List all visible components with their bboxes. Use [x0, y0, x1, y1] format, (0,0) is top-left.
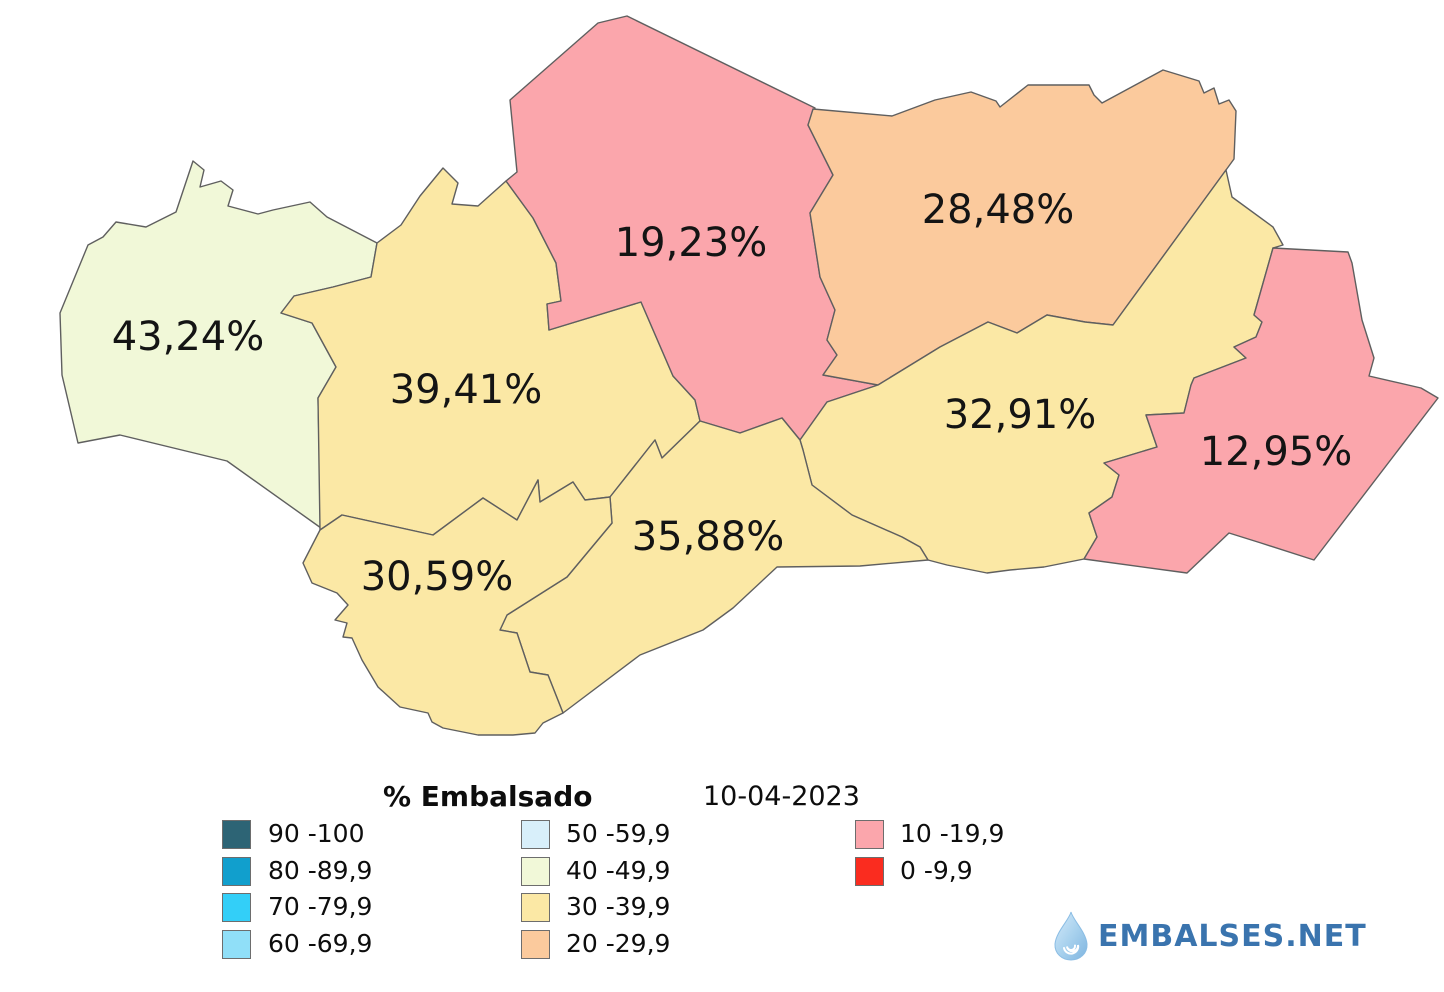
region-label-granada: 32,91% [944, 392, 1097, 438]
legend-range-label: 40 -49,9 [566, 856, 671, 885]
region-label-cordoba: 19,23% [615, 220, 768, 266]
region-label-malaga: 35,88% [632, 514, 785, 560]
legend-range-label: 90 -100 [268, 819, 365, 848]
legend-range-label: 20 -29,9 [566, 929, 671, 958]
legend-swatch [222, 819, 251, 849]
legend-title: % Embalsado [383, 780, 593, 813]
legend-swatch [521, 929, 550, 959]
region-cadiz[interactable] [302, 479, 613, 736]
region-label-sevilla: 39,41% [390, 367, 543, 413]
legend-row: 20 -29,9 [521, 929, 670, 959]
legend-range-label: 0 -9,9 [900, 856, 973, 885]
legend-swatch [521, 819, 550, 849]
legend-row: 90 -100 [222, 819, 365, 849]
legend-swatch [222, 892, 251, 922]
water-drop-icon [1054, 911, 1088, 961]
region-label-almeria: 12,95% [1200, 429, 1353, 475]
legend-range-label: 80 -89,9 [268, 856, 373, 885]
region-label-cadiz: 30,59% [361, 554, 514, 600]
region-almeria[interactable] [1083, 247, 1439, 574]
andalusia-reservoir-map: 43,24% 39,41% 19,23% 28,48% 32,91% 12,95% 35,8… [59, 15, 1439, 736]
legend-swatch [855, 819, 884, 849]
legend-row: 60 -69,9 [222, 929, 372, 959]
region-jaen[interactable] [807, 69, 1237, 386]
legend-range-label: 10 -19,9 [900, 819, 1005, 848]
legend-date: 10-04-2023 [703, 781, 860, 812]
region-label-jaen: 28,48% [922, 187, 1075, 233]
legend-range-label: 50 -59,9 [566, 819, 671, 848]
legend-swatch [222, 929, 251, 959]
legend-swatch [521, 856, 550, 886]
legend-range-label: 70 -79,9 [268, 892, 373, 921]
region-label-huelva: 43,24% [112, 314, 265, 360]
legend-row: 50 -59,9 [521, 819, 670, 849]
legend-row: 0 -9,9 [855, 856, 973, 886]
logo-text: EMBALSES.NET [1098, 918, 1367, 954]
legend-row: 80 -89,9 [222, 856, 372, 886]
legend-range-label: 60 -69,9 [268, 929, 373, 958]
legend-swatch [521, 892, 550, 922]
legend-row: 40 -49,9 [521, 856, 670, 886]
legend-row: 70 -79,9 [222, 892, 372, 922]
legend-swatch [222, 856, 251, 886]
legend-range-label: 30 -39,9 [566, 892, 671, 921]
legend-swatch [855, 856, 884, 886]
legend-row: 30 -39,9 [521, 892, 670, 922]
legend-row: 10 -19,9 [855, 819, 1004, 849]
embalses-net-logo[interactable]: EMBALSES.NET [1052, 910, 1367, 962]
